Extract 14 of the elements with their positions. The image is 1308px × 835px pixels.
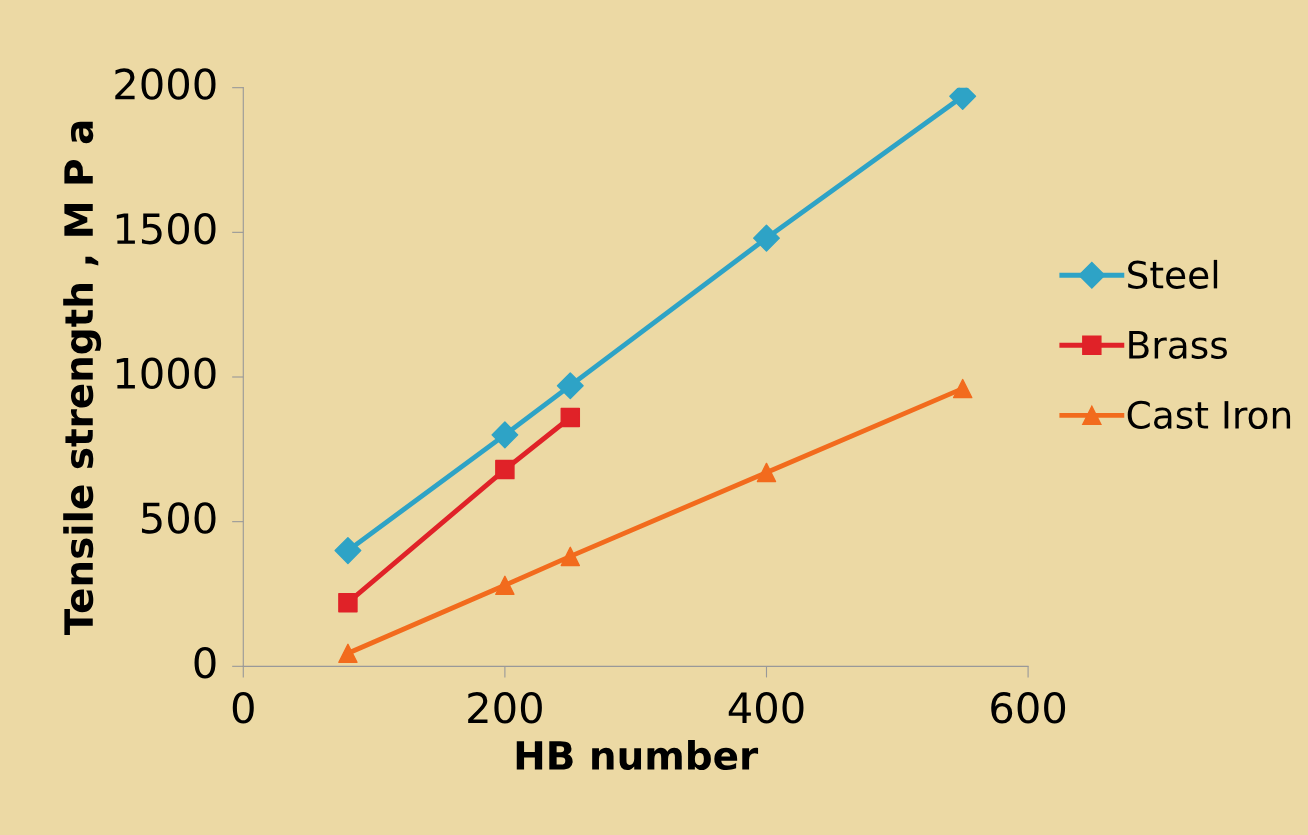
legend-label: Cast Iron — [1127, 400, 1291, 429]
y-tick-label: 1000 — [116, 357, 216, 390]
y-tick-label: 500 — [141, 502, 216, 534]
x-tick-label: 0 — [232, 692, 254, 724]
x-tick-label: 600 — [991, 692, 1066, 724]
legend-label: Brass — [1129, 331, 1227, 359]
y-axis-title: Tensile strength , M P a — [63, 121, 102, 636]
x-tick-label: 400 — [728, 692, 804, 724]
x-tick-label: 200 — [468, 692, 542, 724]
y-tick-label: 1500 — [116, 212, 216, 245]
y-tick-label: 2000 — [115, 68, 216, 100]
x-axis-title: HB number — [516, 739, 759, 771]
y-tick-label: 0 — [194, 646, 216, 679]
legend-label: Steel — [1128, 259, 1218, 289]
